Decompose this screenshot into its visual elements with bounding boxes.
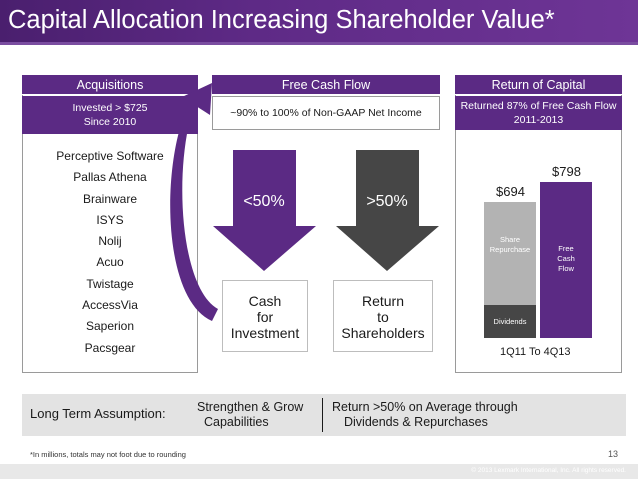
roc-header-label: Return of Capital xyxy=(491,77,586,92)
footnote: *In millions, totals may not foot due to… xyxy=(30,450,186,459)
footer-bar: © 2013 Lexmark International, Inc. All r… xyxy=(0,464,638,479)
bar-total-label-fcf: $798 xyxy=(552,164,581,179)
share-label-line-2: Repurchase xyxy=(489,245,531,255)
list-item: Perceptive Software xyxy=(56,149,164,163)
investment-arrow-label: <50% xyxy=(243,193,285,210)
bar-segment-share-repurchase xyxy=(484,202,536,306)
return-line-1: Return xyxy=(361,293,405,309)
list-item: AccessVia xyxy=(82,298,138,313)
return-line-3: Shareholders xyxy=(341,325,425,341)
bar-segment-dividends xyxy=(484,305,536,338)
page-title: Capital Allocation Increasing Shareholde… xyxy=(8,6,555,34)
acquisitions-header: Acquisitions xyxy=(22,75,198,95)
list-item: Saperion xyxy=(85,319,135,334)
long-term-col-1-line-1: Strengthen & Grow xyxy=(197,400,304,414)
chart-x-label: 1Q11 To 4Q13 xyxy=(500,346,571,358)
acquisitions-list: Perceptive Software Pallas Athena Brainw… xyxy=(22,146,198,359)
copyright: © 2013 Lexmark International, Inc. All r… xyxy=(471,467,626,474)
title-stripe xyxy=(0,42,638,45)
fcf-label-line-1: Free xyxy=(558,244,574,254)
long-term-divider xyxy=(322,398,323,432)
long-term-col-2-line-2: Dividends & Repurchases xyxy=(344,415,488,429)
list-item: Acuo xyxy=(96,255,124,270)
fcf-label-line-2: Cash xyxy=(557,254,575,264)
share-repurchase-label: Share Repurchase xyxy=(484,235,536,255)
page-number: 13 xyxy=(608,449,619,459)
shareholder-arrow xyxy=(336,150,439,271)
cash-line-3: Investment xyxy=(230,325,300,341)
fcf-header-label: Free Cash Flow xyxy=(281,77,371,92)
fcf-label-line-3: Flow xyxy=(558,264,574,274)
acquisitions-invested-box: Invested > $725 Since 2010 xyxy=(22,96,198,134)
roc-header: Return of Capital xyxy=(455,75,622,95)
reinvest-curved-arrow xyxy=(170,83,218,321)
list-item: Brainware xyxy=(82,191,138,206)
roc-returned-line-1: Returned 87% of Free Cash Flow xyxy=(460,100,617,112)
fcf-header: Free Cash Flow xyxy=(212,75,440,95)
return-to-shareholders-box: Return to Shareholders xyxy=(333,280,433,352)
long-term-col-1-line-2: Capabilities xyxy=(204,415,269,429)
dividends-label: Dividends xyxy=(493,316,527,326)
shareholder-arrow-label: >50% xyxy=(366,193,408,210)
title-bar: Capital Allocation Increasing Shareholde… xyxy=(0,0,638,45)
long-term-col-1: Strengthen & Grow Capabilities xyxy=(197,400,303,430)
list-item: ISYS xyxy=(96,212,124,227)
return-line-2: to xyxy=(377,309,389,325)
list-item: Nolij xyxy=(98,234,122,249)
long-term-assumption-bar: Long Term Assumption: Strengthen & Grow … xyxy=(22,394,626,436)
investment-arrow xyxy=(213,150,316,271)
cash-line-2: for xyxy=(256,309,274,325)
share-label-line-1: Share xyxy=(499,235,520,245)
bar-segment-free-cash-flow xyxy=(540,182,592,338)
invested-line-2: Since 2010 xyxy=(83,116,137,128)
cash-for-investment-box: Cash for Investment xyxy=(222,280,308,352)
fcf-segment-label: Free Cash Flow xyxy=(540,244,592,274)
cash-line-1: Cash xyxy=(248,293,282,309)
acquisitions-header-label: Acquisitions xyxy=(76,77,144,92)
list-item: Twistage xyxy=(86,276,134,291)
fcf-description: ~90% to 100% of Non-GAAP Net Income xyxy=(212,96,440,130)
long-term-col-2-line-1: Return >50% on Average through xyxy=(332,400,518,414)
long-term-col-2: Return >50% on Average through Dividends… xyxy=(332,400,518,430)
roc-returned-box: Returned 87% of Free Cash Flow 2011-2013 xyxy=(455,96,622,130)
invested-line-1: Invested > $725 xyxy=(72,102,148,114)
list-item: Pallas Athena xyxy=(73,170,147,185)
long-term-label: Long Term Assumption: xyxy=(30,406,166,421)
roc-returned-line-2: 2011-2013 xyxy=(513,114,564,126)
bar-total-label-returned: $694 xyxy=(496,184,525,200)
list-item: Pacsgear xyxy=(84,340,136,355)
